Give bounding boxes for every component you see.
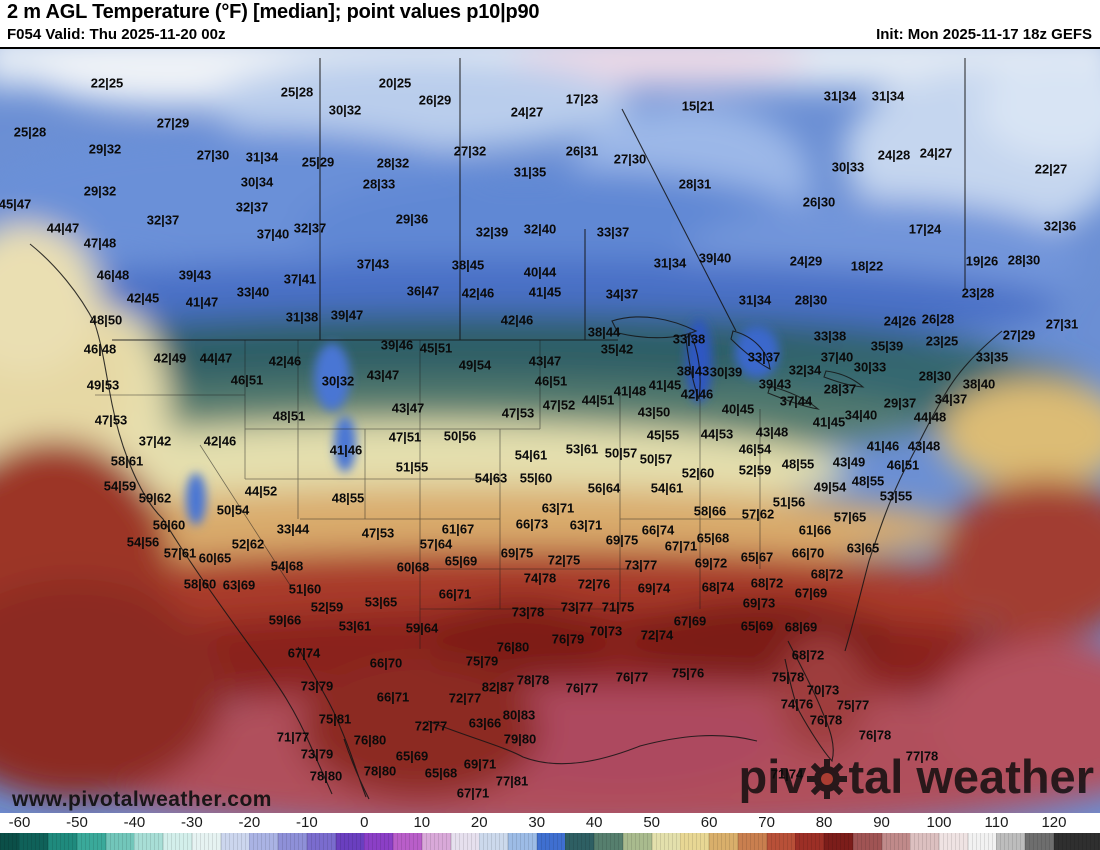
state-borders (95, 340, 761, 649)
colorbar-tick: 120 (1041, 814, 1067, 831)
colorbar-segment (479, 833, 508, 850)
colorbar-tick: 10 (413, 814, 431, 831)
gear-icon (807, 758, 848, 799)
colorbar-segment (306, 833, 336, 850)
colorbar-zone: -60 -50 -40 -30 -20 -10 0 10 20 30 40 50 60 70 80 90 100… (0, 813, 1100, 850)
colorbar-tick: 70 (758, 814, 775, 831)
colorbar-tick: 110 (984, 814, 1009, 831)
colorbar-segment (134, 833, 164, 850)
colorbar-segment (220, 833, 250, 850)
colorbar-segment (163, 833, 192, 850)
colorbar-tick: -50 (66, 814, 88, 831)
site-url-watermark: www.pivotalweather.com (12, 788, 272, 811)
colorbar-segment (76, 833, 106, 850)
colorbar-segment (795, 833, 825, 850)
colorbar-tick: 80 (815, 814, 833, 831)
colorbar-segment (996, 833, 1026, 850)
colorbar-tick-labels: -60 -50 -40 -30 -20 -10 0 10 20 30 40 50 60 70 80 90 100… (0, 814, 1100, 831)
colorbar-segment (421, 833, 451, 850)
colorbar-segment (594, 833, 623, 850)
map-title: 2 m AGL Temperature (°F) [median]; point… (7, 1, 540, 23)
colorbar-segment (709, 833, 738, 850)
colorbar-segment (393, 833, 422, 850)
colorbar-segment (249, 833, 279, 850)
brand-suffix: tal weather (848, 750, 1094, 803)
colorbar-segment (450, 833, 480, 850)
colorbar-segment (48, 833, 77, 850)
valid-time-label: F054 Valid: Thu 2025-11-20 00z (7, 26, 226, 43)
header-bar: 2 m AGL Temperature (°F) [median]; point… (0, 0, 1100, 49)
colorbar-segment (105, 833, 135, 850)
coastline-borders (29, 58, 1003, 800)
colorbar-tick: 90 (873, 814, 890, 831)
colorbar-tick: 20 (470, 814, 488, 831)
colorbar-segment (824, 833, 853, 850)
colorbar-tick: 0 (360, 814, 369, 831)
colorbar-tick: -40 (123, 814, 146, 831)
colorbar-segment (881, 833, 911, 850)
map-graphic (0, 49, 1100, 813)
colorbar-tick: 60 (700, 814, 718, 831)
colorbar-tick: -20 (238, 814, 261, 831)
colorbar-tick: -10 (296, 814, 318, 831)
colorbar-segment (1025, 833, 1054, 850)
colorbar-segment (507, 833, 537, 850)
colorbar-segment (0, 833, 20, 850)
colorbar-segment (766, 833, 796, 850)
colorbar-segment (737, 833, 767, 850)
colorbar-segment (967, 833, 997, 850)
colorbar-segment (910, 833, 939, 850)
colorbar-segment (622, 833, 652, 850)
colorbar-segment (938, 833, 968, 850)
colorbar-tick: 40 (585, 814, 603, 831)
colorbar-tick: 100 (926, 814, 952, 831)
init-time-label: Init: Mon 2025-11-17 18z GEFS (876, 26, 1092, 43)
colorbar-segment (278, 833, 307, 850)
colorbar-segment (19, 833, 49, 850)
colorbar-segment (536, 833, 566, 850)
temperature-shading (0, 49, 1100, 813)
colorbar (0, 833, 1100, 850)
colorbar-segment (1053, 833, 1100, 850)
colorbar-tick: -60 (8, 814, 31, 831)
brand-prefix: piv (738, 750, 807, 803)
colorbar-segment (651, 833, 681, 850)
colorbar-segment (565, 833, 595, 850)
colorbar-segment (335, 833, 365, 850)
colorbar-segment (680, 833, 710, 850)
colorbar-tick: 30 (528, 814, 546, 831)
colorbar-tick: -30 (181, 814, 203, 831)
colorbar-segment (364, 833, 394, 850)
colorbar-segment (191, 833, 221, 850)
colorbar-segment (852, 833, 882, 850)
brand-watermark: piv tal weather (739, 753, 1094, 800)
temperature-map (0, 49, 1100, 813)
colorbar-tick: 50 (643, 814, 660, 831)
